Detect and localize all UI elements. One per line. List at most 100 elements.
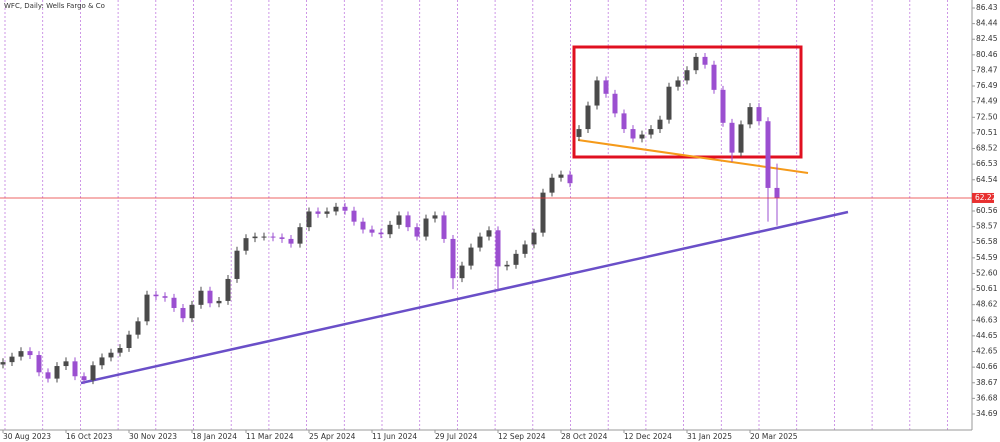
x-tick-label: 30 Nov 2023 — [129, 432, 177, 441]
candle-body — [666, 86, 672, 120]
candle-body — [747, 107, 753, 125]
x-tick-label: 11 Mar 2024 — [246, 432, 294, 441]
y-tick-label: 42.65 — [976, 347, 998, 356]
y-tick-label: 74.49 — [976, 97, 998, 106]
candle-body — [531, 232, 537, 245]
candle-body — [756, 107, 762, 122]
candle-body — [333, 206, 339, 212]
candle-body — [351, 210, 357, 222]
x-tick-label: 18 Jan 2024 — [192, 432, 237, 441]
candle-body — [711, 64, 717, 90]
current-price-label: 62.22 — [975, 193, 997, 202]
y-tick-label: 38.67 — [976, 378, 998, 387]
candle-body — [729, 122, 735, 153]
y-tick-label: 68.52 — [976, 144, 998, 153]
candle-body — [189, 304, 195, 319]
y-tick-label: 36.68 — [976, 393, 998, 402]
candle-body — [720, 89, 726, 123]
candle-body — [594, 80, 600, 106]
candle-body — [279, 237, 285, 239]
y-tick-label: 84.44 — [976, 19, 998, 28]
y-tick-label: 80.46 — [976, 50, 998, 59]
candle-body — [540, 192, 546, 233]
candle-body — [81, 376, 87, 381]
y-tick-label: 64.54 — [976, 175, 998, 184]
y-tick-label: 56.58 — [976, 237, 998, 246]
x-tick-label: 12 Sep 2024 — [498, 432, 546, 441]
x-tick-label: 25 Apr 2024 — [309, 432, 356, 441]
candle-body — [90, 365, 96, 381]
candle-body — [369, 229, 375, 233]
candle-body — [396, 215, 402, 225]
candle-body — [639, 134, 645, 139]
x-tick-label: 16 Oct 2023 — [66, 432, 113, 441]
candle-body — [477, 236, 483, 248]
candle-body — [252, 236, 258, 239]
candle-body — [693, 56, 699, 71]
candle-body — [702, 56, 708, 65]
x-tick-label: 28 Oct 2024 — [561, 432, 608, 441]
candle-body — [297, 227, 303, 244]
candle-body — [180, 307, 186, 319]
y-tick-label: 44.65 — [976, 331, 998, 340]
x-tick-label: 30 Aug 2023 — [3, 432, 51, 441]
y-tick-label: 50.61 — [976, 284, 998, 293]
y-tick-label: 72.50 — [976, 112, 998, 121]
candle-body — [342, 206, 348, 211]
candle-body — [72, 361, 78, 377]
y-tick-label: 58.57 — [976, 222, 998, 231]
x-tick-label: 20 Mar 2025 — [750, 432, 798, 441]
candle-body — [621, 113, 627, 130]
candle-body — [315, 211, 321, 214]
separators — [4, 0, 948, 430]
candle-body — [360, 221, 366, 230]
candle-body — [324, 211, 330, 214]
candle-body — [774, 187, 780, 198]
y-tick-label: 60.56 — [976, 206, 998, 215]
candle-body — [198, 290, 204, 305]
y-tick-label: 46.63 — [976, 315, 998, 324]
candle-body — [207, 290, 213, 304]
support-trendline — [80, 210, 849, 385]
candle-body — [648, 129, 654, 135]
candle-body — [306, 211, 312, 228]
candle-body — [585, 105, 591, 130]
candle-body — [432, 215, 438, 219]
y-tick-label: 82.45 — [976, 34, 998, 43]
candle-body — [243, 238, 249, 251]
candle-body — [153, 294, 159, 297]
candle-body — [63, 361, 69, 367]
candle-body — [549, 177, 555, 193]
y-tick-label: 34.69 — [976, 409, 998, 418]
candle-body — [135, 321, 141, 335]
x-tick-label: 31 Jan 2025 — [687, 432, 732, 441]
x-tick-label: 29 Jul 2024 — [435, 432, 478, 441]
y-tick-label: 54.59 — [976, 253, 998, 262]
candle-body — [423, 218, 429, 237]
chart-title: WFC, Daily: Wells Fargo & Co — [4, 2, 105, 10]
x-tick-label: 12 Dec 2024 — [624, 432, 672, 441]
y-tick-label: 48.62 — [976, 300, 998, 309]
candle-body — [675, 80, 681, 87]
candle-body — [612, 93, 618, 114]
candle-body — [171, 297, 177, 308]
candle-body — [414, 227, 420, 237]
candle-body — [117, 348, 123, 353]
candle-body — [495, 230, 501, 267]
candle-body — [558, 174, 564, 178]
candle-body — [0, 362, 6, 365]
candle-body — [387, 224, 393, 235]
y-tick-label: 70.51 — [976, 128, 998, 137]
candle-body — [261, 236, 267, 238]
candle-body — [270, 236, 276, 238]
candle-body — [9, 356, 15, 363]
candle-body — [99, 357, 105, 366]
candle-body — [36, 355, 42, 373]
candle-body — [441, 215, 447, 239]
candle-body — [459, 265, 465, 279]
current-price-tag — [972, 192, 994, 203]
candle-body — [162, 296, 168, 298]
candle-body — [234, 250, 240, 279]
candle-body — [225, 278, 231, 301]
